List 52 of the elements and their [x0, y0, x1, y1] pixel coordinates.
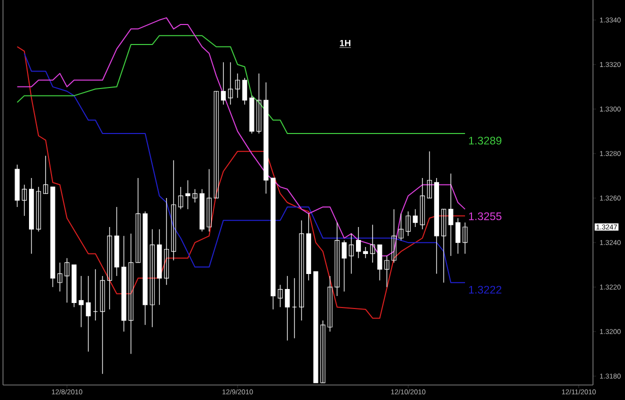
candlestick [150, 228, 155, 328]
candlestick [214, 90, 219, 198]
candlestick [462, 222, 468, 254]
candlestick [392, 208, 396, 263]
candlestick [57, 262, 62, 292]
candlestick [334, 222, 340, 296]
candlestick [348, 233, 354, 274]
candlestick [256, 73, 262, 134]
annotation: 1.3289 [469, 136, 502, 145]
candlestick [22, 184, 27, 216]
candlestick [192, 188, 198, 203]
candlestick [128, 233, 134, 354]
candlestick [456, 218, 460, 254]
candlestick [299, 220, 304, 321]
candlestick [43, 155, 48, 194]
candlestick [320, 320, 326, 384]
candlestick [178, 186, 184, 210]
annotation: 1.3255 [469, 212, 502, 220]
candlestick [206, 168, 212, 232]
candlestick [412, 208, 418, 228]
candlestick [278, 284, 283, 308]
candlestick [406, 211, 411, 236]
candlestick [100, 276, 105, 374]
line-series [16, 35, 466, 134]
candlestick [370, 224, 376, 263]
candlestick [356, 226, 361, 258]
candlestick [220, 62, 226, 105]
line-series [24, 52, 466, 284]
candlestick [64, 258, 70, 304]
candlestick [235, 73, 240, 98]
candlestick [228, 62, 233, 105]
candlestick [427, 150, 432, 198]
candlestick [86, 276, 91, 352]
candlestick [420, 178, 425, 230]
candlestick [36, 186, 41, 232]
candlestick [284, 276, 290, 341]
candlestick [448, 173, 454, 256]
candlestick [164, 198, 169, 286]
candlestick [136, 178, 140, 263]
candlestick [342, 240, 347, 292]
candlestick [242, 78, 248, 105]
candlestick [398, 213, 404, 241]
candlestick [328, 276, 332, 332]
candlestick [185, 180, 190, 210]
candlestick [441, 208, 446, 283]
candlestick [107, 226, 112, 310]
candlestick [171, 160, 176, 261]
text: 1H [340, 40, 350, 46]
candlestick [78, 276, 84, 328]
candlestick [384, 256, 390, 288]
annotation: 1.3222 [469, 286, 502, 294]
candlestick [363, 246, 368, 258]
